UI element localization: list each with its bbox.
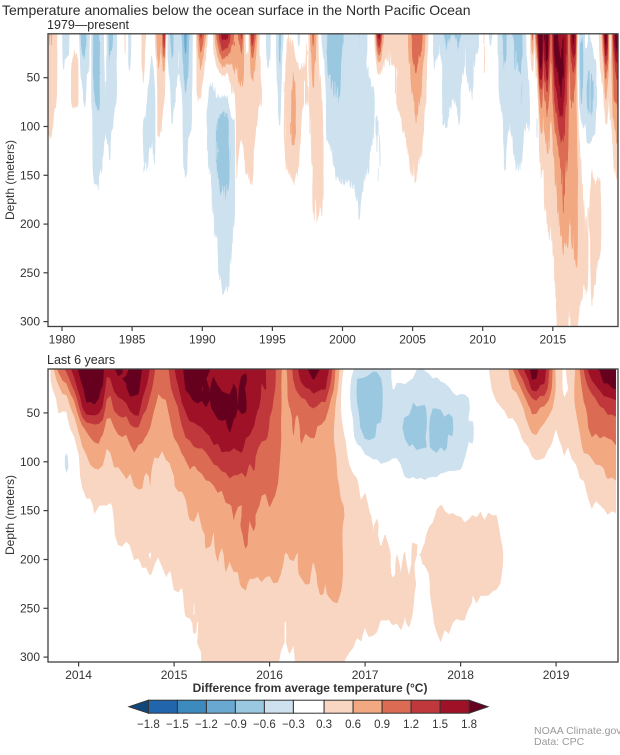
- svg-text:2016: 2016: [256, 668, 283, 682]
- svg-text:−1.5: −1.5: [166, 719, 189, 731]
- svg-text:−0.3: −0.3: [282, 719, 305, 731]
- svg-text:Temperature anomalies below th: Temperature anomalies below the ocean su…: [2, 2, 470, 18]
- svg-text:1995: 1995: [259, 333, 286, 347]
- svg-text:2000: 2000: [329, 333, 356, 347]
- svg-text:200: 200: [20, 553, 40, 567]
- svg-text:2017: 2017: [352, 668, 379, 682]
- svg-text:300: 300: [20, 315, 40, 329]
- svg-text:150: 150: [20, 168, 40, 182]
- svg-text:50: 50: [27, 406, 41, 420]
- svg-text:0.9: 0.9: [374, 719, 390, 731]
- svg-text:−1.8: −1.8: [137, 719, 160, 731]
- svg-text:100: 100: [20, 120, 40, 134]
- svg-text:250: 250: [20, 601, 40, 615]
- svg-text:2015: 2015: [161, 668, 188, 682]
- svg-text:Last 6 years: Last 6 years: [47, 353, 115, 367]
- svg-text:300: 300: [20, 650, 40, 664]
- svg-text:Depth (meters): Depth (meters): [3, 475, 17, 555]
- svg-text:NOAA Climate.gov: NOAA Climate.gov: [534, 725, 620, 737]
- svg-text:Depth (meters): Depth (meters): [3, 140, 17, 220]
- svg-text:1.2: 1.2: [403, 719, 419, 731]
- svg-text:1985: 1985: [119, 333, 146, 347]
- svg-text:2019: 2019: [543, 668, 570, 682]
- svg-text:1990: 1990: [189, 333, 216, 347]
- svg-text:−0.6: −0.6: [253, 719, 276, 731]
- svg-text:50: 50: [27, 71, 41, 85]
- svg-text:Data: CPC: Data: CPC: [534, 736, 585, 748]
- svg-text:2014: 2014: [65, 668, 92, 682]
- svg-text:0.6: 0.6: [345, 719, 361, 731]
- svg-text:−1.2: −1.2: [195, 719, 218, 731]
- svg-text:−0.9: −0.9: [224, 719, 247, 731]
- svg-text:1.8: 1.8: [461, 719, 477, 731]
- svg-text:2010: 2010: [469, 333, 496, 347]
- svg-text:150: 150: [20, 504, 40, 518]
- svg-text:2018: 2018: [447, 668, 474, 682]
- svg-text:100: 100: [20, 455, 40, 469]
- svg-text:1.5: 1.5: [432, 719, 448, 731]
- svg-text:1979—present: 1979—present: [47, 18, 130, 32]
- svg-text:2015: 2015: [539, 333, 566, 347]
- svg-text:Difference from average temper: Difference from average temperature (°C): [193, 681, 428, 695]
- svg-text:200: 200: [20, 217, 40, 231]
- svg-text:250: 250: [20, 266, 40, 280]
- svg-text:2005: 2005: [399, 333, 426, 347]
- svg-text:1980: 1980: [49, 333, 76, 347]
- svg-text:0.3: 0.3: [316, 719, 332, 731]
